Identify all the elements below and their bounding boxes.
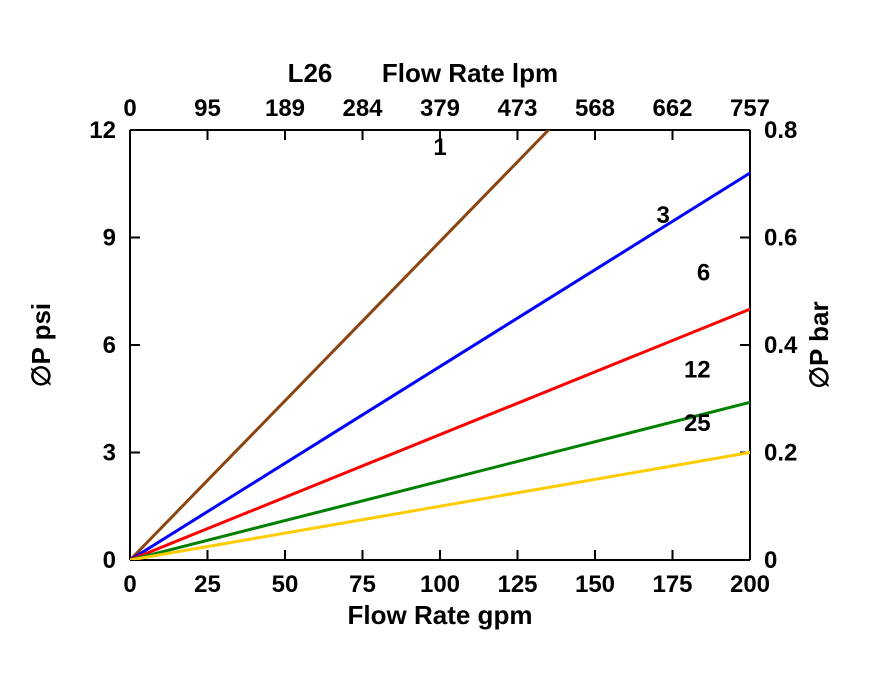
svg-text:0: 0 <box>123 95 136 122</box>
svg-text:∅P bar: ∅P bar <box>804 301 834 388</box>
svg-text:0: 0 <box>764 547 777 574</box>
svg-text:12: 12 <box>684 356 711 383</box>
svg-text:200: 200 <box>730 571 770 598</box>
svg-text:9: 9 <box>103 225 116 252</box>
svg-text:100: 100 <box>420 571 460 598</box>
chart-svg: 0255075100125150175200095189284379473568… <box>0 0 878 694</box>
svg-text:6: 6 <box>697 260 710 287</box>
svg-text:3: 3 <box>103 440 116 467</box>
svg-text:12: 12 <box>89 117 116 144</box>
svg-text:379: 379 <box>420 95 460 122</box>
svg-text:95: 95 <box>194 95 221 122</box>
svg-text:284: 284 <box>342 95 383 122</box>
svg-text:0.8: 0.8 <box>764 117 797 144</box>
svg-text:Flow Rate lpm: Flow Rate lpm <box>382 58 558 88</box>
svg-text:3: 3 <box>657 202 670 229</box>
svg-text:75: 75 <box>349 571 376 598</box>
svg-text:1: 1 <box>433 134 446 161</box>
svg-text:0.6: 0.6 <box>764 225 797 252</box>
svg-text:6: 6 <box>103 332 116 359</box>
svg-text:125: 125 <box>497 571 537 598</box>
svg-text:0.4: 0.4 <box>764 332 798 359</box>
svg-text:473: 473 <box>497 95 537 122</box>
svg-text:0: 0 <box>103 547 116 574</box>
svg-text:662: 662 <box>652 95 692 122</box>
svg-text:0.2: 0.2 <box>764 440 797 467</box>
svg-text:50: 50 <box>272 571 299 598</box>
svg-text:568: 568 <box>575 95 615 122</box>
svg-text:175: 175 <box>652 571 692 598</box>
svg-text:150: 150 <box>575 571 615 598</box>
svg-text:25: 25 <box>684 410 711 437</box>
svg-text:L26: L26 <box>288 58 333 88</box>
svg-text:189: 189 <box>265 95 305 122</box>
svg-text:Flow Rate gpm: Flow Rate gpm <box>348 600 533 630</box>
svg-text:25: 25 <box>194 571 221 598</box>
svg-text:0: 0 <box>123 571 136 598</box>
svg-text:∅P psi: ∅P psi <box>26 303 56 387</box>
pressure-drop-chart: 0255075100125150175200095189284379473568… <box>0 0 878 694</box>
